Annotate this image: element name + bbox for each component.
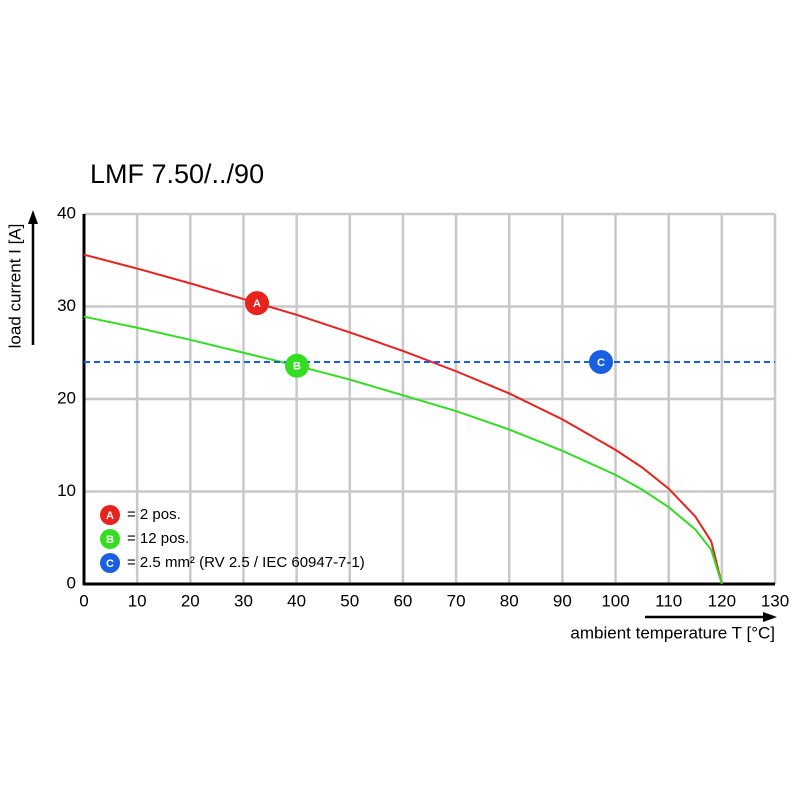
- legend-marker: [100, 529, 120, 549]
- x-tick-label: 40: [287, 591, 306, 610]
- y-axis-label: load current I [A]: [5, 224, 24, 349]
- legend-label: = 2 pos.: [127, 506, 181, 523]
- x-tick-label: 10: [128, 591, 147, 610]
- y-tick-label: 0: [67, 573, 76, 592]
- legend-marker-label: A: [106, 510, 114, 522]
- x-tick-label: 60: [393, 591, 412, 610]
- x-tick-label: 0: [79, 591, 88, 610]
- legend-marker-label: B: [106, 534, 114, 546]
- x-tick-label: 50: [340, 591, 359, 610]
- x-tick-label: 30: [234, 591, 253, 610]
- x-tick-label: 20: [181, 591, 200, 610]
- y-tick-label: 20: [57, 388, 76, 407]
- x-tick-label: 120: [708, 591, 736, 610]
- curve-marker: [285, 353, 309, 378]
- legend-label: = 12 pos.: [127, 530, 189, 547]
- x-tick-label: 80: [500, 591, 519, 610]
- series-line: [83, 315, 723, 585]
- series-line: [83, 253, 723, 585]
- x-tick-label: 130: [761, 591, 789, 610]
- legend-marker-label: C: [106, 558, 114, 570]
- x-tick-label: 70: [447, 591, 466, 610]
- x-tick-label: 100: [601, 591, 629, 610]
- y-arrow-head: [28, 210, 38, 224]
- x-arrow-head: [763, 612, 777, 622]
- x-axis-label: ambient temperature T [°C]: [570, 623, 775, 642]
- curve-marker: [245, 291, 269, 316]
- curve-marker-label: A: [253, 298, 261, 310]
- y-tick-label: 40: [57, 203, 76, 222]
- curve-marker-label: B: [293, 361, 301, 373]
- x-tick-label: 90: [553, 591, 572, 610]
- curve-marker: [589, 350, 613, 374]
- y-tick-label: 30: [57, 296, 76, 315]
- chart-title: LMF 7.50/../90: [90, 159, 264, 189]
- legend-marker: [100, 505, 120, 525]
- curve-marker-label: C: [597, 357, 605, 369]
- y-tick-label: 10: [57, 481, 76, 500]
- legend-marker: [100, 553, 120, 573]
- x-tick-label: 110: [655, 591, 682, 610]
- legend-label: = 2.5 mm² (RV 2.5 / IEC 60947-7-1): [127, 554, 365, 571]
